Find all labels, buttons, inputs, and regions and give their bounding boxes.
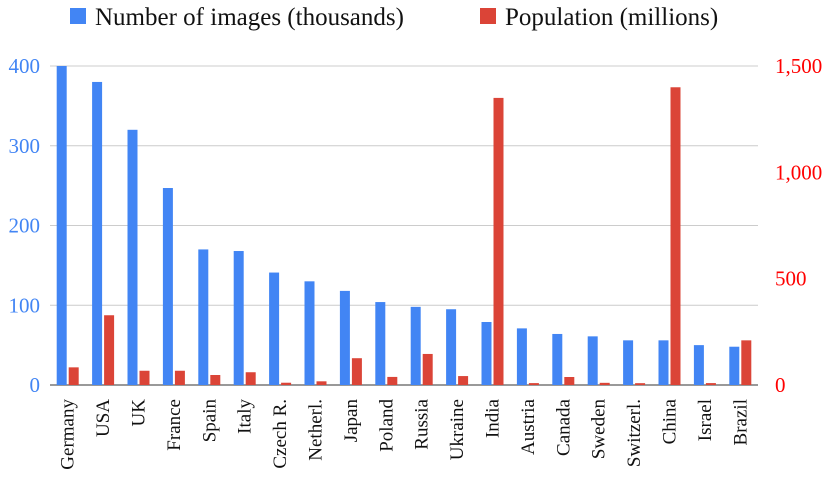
bar-population — [741, 340, 752, 385]
category-label: USA — [93, 399, 114, 437]
bar-images — [375, 302, 386, 385]
legend: Number of images (thousands) Population … — [70, 4, 718, 31]
bar-population — [599, 382, 610, 385]
bar-images — [56, 66, 67, 385]
category-label: Japan — [341, 399, 362, 443]
category-label: Spain — [199, 399, 220, 443]
bar-images — [729, 346, 740, 385]
bar-images — [552, 333, 563, 385]
category-label: Netherl. — [306, 399, 327, 461]
legend-label-population: Population (millions) — [505, 4, 718, 31]
bar-images — [446, 309, 457, 385]
bar-images — [339, 290, 350, 385]
category-label: Germany — [58, 399, 79, 470]
right-tick-label: 500 — [775, 267, 807, 291]
gridlines — [50, 65, 758, 386]
category-label: France — [164, 399, 185, 451]
right-tick-label: 1,000 — [775, 160, 822, 184]
category-label: UK — [129, 399, 150, 427]
bar-population — [387, 376, 398, 385]
bar-population — [458, 376, 469, 385]
category-label: India — [483, 398, 504, 438]
category-label: Israel — [695, 399, 716, 441]
bar-images — [198, 249, 209, 385]
legend-swatch-population — [480, 8, 496, 24]
bar-images — [269, 272, 280, 385]
category-label: Canada — [553, 398, 574, 456]
bar-population — [635, 383, 646, 385]
bar-population — [104, 315, 115, 385]
bar-images — [587, 336, 598, 385]
left-axis-ticks: 0 100 200 300 400 — [9, 54, 41, 397]
bar-images — [92, 81, 103, 385]
bar-population — [316, 381, 327, 385]
bar-images — [693, 345, 704, 385]
bars — [56, 66, 752, 386]
left-tick-label: 400 — [9, 54, 41, 78]
legend-swatch-images — [70, 8, 86, 24]
bar-images — [481, 321, 492, 385]
category-label: Italy — [235, 399, 256, 434]
bar-population — [528, 383, 539, 385]
left-tick-label: 200 — [9, 214, 41, 238]
bar-images — [516, 328, 527, 385]
category-label: Switzerl. — [624, 399, 645, 467]
bar-population — [670, 87, 681, 386]
category-label: Czech R. — [270, 399, 291, 469]
category-labels: Germany USA UK France Spain Italy Czech R. Neth… — [58, 398, 752, 469]
bar-population — [139, 370, 150, 385]
bar-images — [623, 340, 634, 385]
right-axis-ticks: 0 500 1,000 1,500 — [775, 54, 822, 397]
category-label: Poland — [376, 399, 397, 452]
bar-population — [493, 97, 504, 386]
bar-images — [410, 306, 421, 385]
legend-label-images: Number of images (thousands) — [95, 4, 404, 31]
bar-population — [245, 372, 256, 385]
category-label: Russia — [412, 398, 433, 449]
left-tick-label: 100 — [9, 293, 41, 317]
right-tick-label: 1,500 — [775, 54, 822, 78]
right-tick-label: 0 — [775, 373, 786, 397]
bar-images — [233, 251, 244, 385]
bar-population — [281, 382, 292, 385]
left-tick-label: 300 — [9, 134, 41, 158]
left-tick-label: 0 — [30, 373, 41, 397]
bar-population — [68, 367, 79, 385]
bar-population — [351, 358, 362, 385]
bar-population — [422, 353, 433, 385]
category-label: Sweden — [589, 399, 610, 460]
category-label: Austria — [518, 398, 539, 455]
bar-images — [658, 340, 669, 385]
bar-population — [210, 375, 221, 385]
bar-images — [127, 129, 138, 385]
category-label: China — [660, 398, 681, 444]
bar-images — [162, 188, 173, 385]
bar-images — [304, 281, 315, 385]
bar-population — [564, 377, 575, 385]
category-label: Brazil — [730, 399, 751, 445]
bar-population — [705, 383, 716, 385]
category-label: Ukraine — [447, 399, 468, 460]
bar-population — [174, 370, 185, 385]
